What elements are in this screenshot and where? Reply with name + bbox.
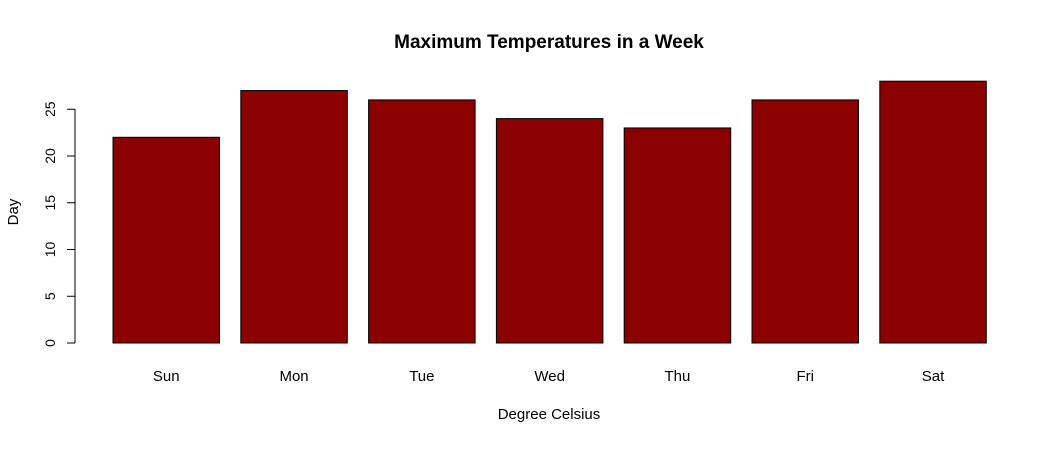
bar-wed: [495, 118, 604, 344]
bar-sun: [112, 136, 220, 344]
x-tick-labels: Sun Mon Tue Wed Thu Fri Sat: [153, 368, 945, 385]
bar-sat: [879, 80, 987, 344]
bars-group: [112, 80, 987, 344]
x-tick-label-sat: Sat: [922, 368, 945, 385]
y-tick-label: 20: [42, 148, 58, 164]
bar-mon: [240, 90, 348, 344]
x-tick-label-wed: Wed: [534, 368, 565, 385]
bar-fri: [751, 99, 859, 344]
x-tick-label-tue: Tue: [409, 368, 434, 385]
y-tick-label: 5: [42, 292, 58, 300]
y-tick-label: 15: [42, 195, 58, 211]
x-axis-label: Degree Celsius: [498, 406, 601, 423]
y-tick-label: 0: [42, 339, 58, 347]
bar-thu: [623, 127, 732, 344]
y-axis: 0 5 10 15 20 25: [42, 101, 76, 347]
x-tick-label-thu: Thu: [665, 368, 691, 385]
chart-title: Maximum Temperatures in a Week: [394, 32, 704, 53]
x-tick-label-mon: Mon: [279, 368, 308, 385]
y-axis-label: Day: [5, 198, 22, 225]
x-tick-label-fri: Fri: [797, 368, 815, 385]
y-tick-label: 10: [42, 242, 58, 258]
y-tick-label: 25: [42, 101, 58, 117]
x-tick-label-sun: Sun: [153, 368, 180, 385]
bar-tue: [368, 99, 476, 344]
